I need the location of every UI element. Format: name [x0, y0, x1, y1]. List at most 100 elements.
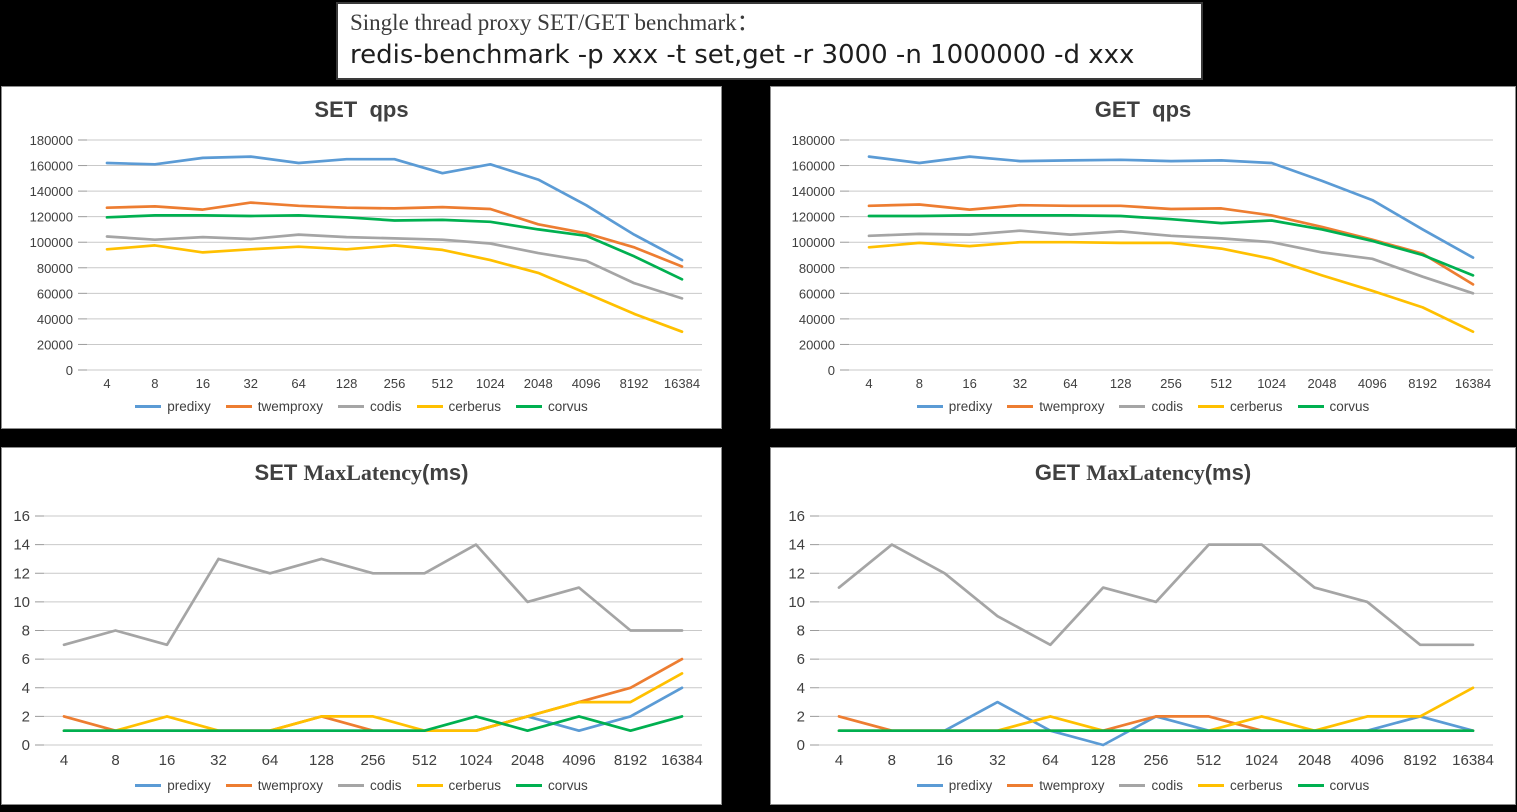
- chart-title-get-qps: GET qps: [771, 97, 1515, 123]
- legend-swatch-codis: [1119, 405, 1146, 408]
- x-axis-label: 64: [262, 752, 279, 769]
- y-axis-label: 14: [13, 537, 30, 554]
- series-line-twemproxy: [105, 201, 684, 268]
- legend-label: corvus: [1329, 399, 1370, 414]
- x-axis-label: 32: [244, 376, 258, 391]
- legend-label: corvus: [548, 399, 588, 414]
- chart-panel-set-latency: 16 14 12 10 8 6 4 2 0 4 8 16 32 64 128 256 512 1024 2048 40…: [1, 447, 722, 805]
- legend-swatch-codis: [337, 784, 364, 787]
- legend-label: cerberus: [1230, 778, 1283, 793]
- x-axis-label: 1024: [1245, 752, 1278, 769]
- x-axis-label: 64: [1042, 752, 1059, 769]
- chart-title-lead: SET: [254, 460, 298, 485]
- y-axis-label: 14: [788, 537, 805, 554]
- x-axis-label: 4: [103, 376, 110, 391]
- legend-label: codis: [1151, 399, 1183, 414]
- y-axis-label: 120000: [30, 210, 73, 225]
- legend-swatch-cerberus: [416, 784, 443, 787]
- x-axis-label: 256: [1160, 376, 1182, 391]
- legend-label: cerberus: [448, 778, 502, 793]
- chart-title-tail: qps: [1152, 97, 1192, 122]
- legend-label: cerberus: [1230, 399, 1283, 414]
- legend-item-predixy: predixy: [135, 399, 211, 414]
- series-line-corvus: [105, 214, 684, 281]
- legend-label: corvus: [1329, 778, 1370, 793]
- x-axis-label: 4: [865, 376, 872, 391]
- y-axis-label: 100000: [30, 235, 73, 250]
- x-axis-label: 16: [196, 376, 210, 391]
- y-axis-label: 60000: [37, 286, 73, 301]
- x-axis-label: 256: [384, 376, 406, 391]
- chart-panel-get-qps: 180000 160000 140000 120000 100000 80000 60000…: [770, 86, 1516, 429]
- legend-label: predixy: [948, 778, 993, 793]
- x-axis-label: 1024: [476, 376, 505, 391]
- x-axis-label: 4096: [1351, 752, 1384, 769]
- x-axis-label: 8: [151, 376, 158, 391]
- x-axis-label: 4096: [1358, 376, 1387, 391]
- x-axis-label: 8: [111, 752, 119, 769]
- y-axis-label: 16: [788, 508, 805, 525]
- y-axis-label: 0: [797, 737, 805, 754]
- chart-plot-set-qps: 180000 160000 140000 120000 100000 80000 60000…: [30, 133, 702, 391]
- legend-label: twemproxy: [257, 778, 323, 793]
- y-axis-label: 120000: [792, 210, 835, 225]
- legend-swatch-twemproxy: [225, 405, 252, 408]
- series-line-cerberus: [105, 244, 684, 334]
- legend-label: codis: [1151, 778, 1183, 793]
- series-line-corvus: [62, 715, 684, 733]
- series-line-cerberus: [867, 240, 1475, 334]
- legend-get-qps: predixy twemproxy codis cerberus corvus: [771, 399, 1515, 414]
- x-axis-label: 8192: [1408, 376, 1437, 391]
- x-axis-label: 512: [432, 376, 454, 391]
- legend-get-latency: predixy twemproxy codis cerberus corvus: [771, 778, 1515, 793]
- y-axis-label: 10: [788, 594, 805, 611]
- x-axis-label: 1024: [1257, 376, 1286, 391]
- legend-item-corvus: corvus: [1297, 778, 1370, 793]
- chart-title-mid: MaxLatency: [1086, 460, 1205, 485]
- x-axis-label: 8192: [614, 752, 647, 769]
- chart-panel-set-qps: 180000 160000 140000 120000 100000 80000 60000…: [1, 86, 722, 429]
- legend-swatch-twemproxy: [1007, 784, 1034, 787]
- y-axis-label: 6: [797, 651, 805, 668]
- x-axis-label: 16: [962, 376, 976, 391]
- legend-item-twemproxy: twemproxy: [225, 778, 323, 793]
- series-line-codis: [867, 229, 1475, 295]
- x-axis-label: 32: [210, 752, 227, 769]
- y-axis-label: 80000: [799, 261, 835, 276]
- chart-plot-get-qps: 180000 160000 140000 120000 100000 80000 60000…: [792, 133, 1493, 391]
- legend-item-cerberus: cerberus: [416, 778, 502, 793]
- legend-swatch-cerberus: [1198, 784, 1224, 787]
- x-axis-label: 16384: [1455, 376, 1491, 391]
- legend-label: twemproxy: [1039, 778, 1105, 793]
- x-axis-label: 64: [1063, 376, 1077, 391]
- legend-item-cerberus: cerberus: [1198, 399, 1283, 414]
- benchmark-command: redis-benchmark -p xxx -t set,get -r 300…: [350, 40, 1135, 70]
- x-axis-label: 16384: [661, 752, 703, 769]
- chart-title-set-latency: SET MaxLatency(ms): [2, 460, 721, 486]
- y-axis-label: 20000: [37, 337, 73, 352]
- legend-item-predixy: predixy: [916, 778, 993, 793]
- x-axis-label: 4: [60, 752, 68, 769]
- y-axis-label: 0: [828, 363, 835, 378]
- y-axis-label: 160000: [30, 159, 73, 174]
- x-axis-label: 4096: [562, 752, 595, 769]
- legend-item-corvus: corvus: [1297, 399, 1370, 414]
- x-axis-label: 8192: [620, 376, 649, 391]
- chart-title-set-qps: SET qps: [2, 97, 721, 123]
- x-axis-label: 512: [1196, 752, 1221, 769]
- series-line-codis: [837, 543, 1475, 647]
- x-axis-label: 512: [412, 752, 437, 769]
- y-axis-label: 180000: [30, 133, 73, 148]
- legend-swatch-twemproxy: [1007, 405, 1034, 408]
- legend-item-predixy: predixy: [916, 399, 992, 414]
- x-axis-label: 32: [1013, 376, 1027, 391]
- y-axis-label: 100000: [792, 235, 835, 250]
- x-axis-label: 128: [336, 376, 358, 391]
- x-axis-label: 16: [159, 752, 176, 769]
- legend-swatch-predixy: [916, 784, 943, 787]
- legend-swatch-codis: [337, 405, 364, 408]
- series-line-predixy: [62, 686, 684, 733]
